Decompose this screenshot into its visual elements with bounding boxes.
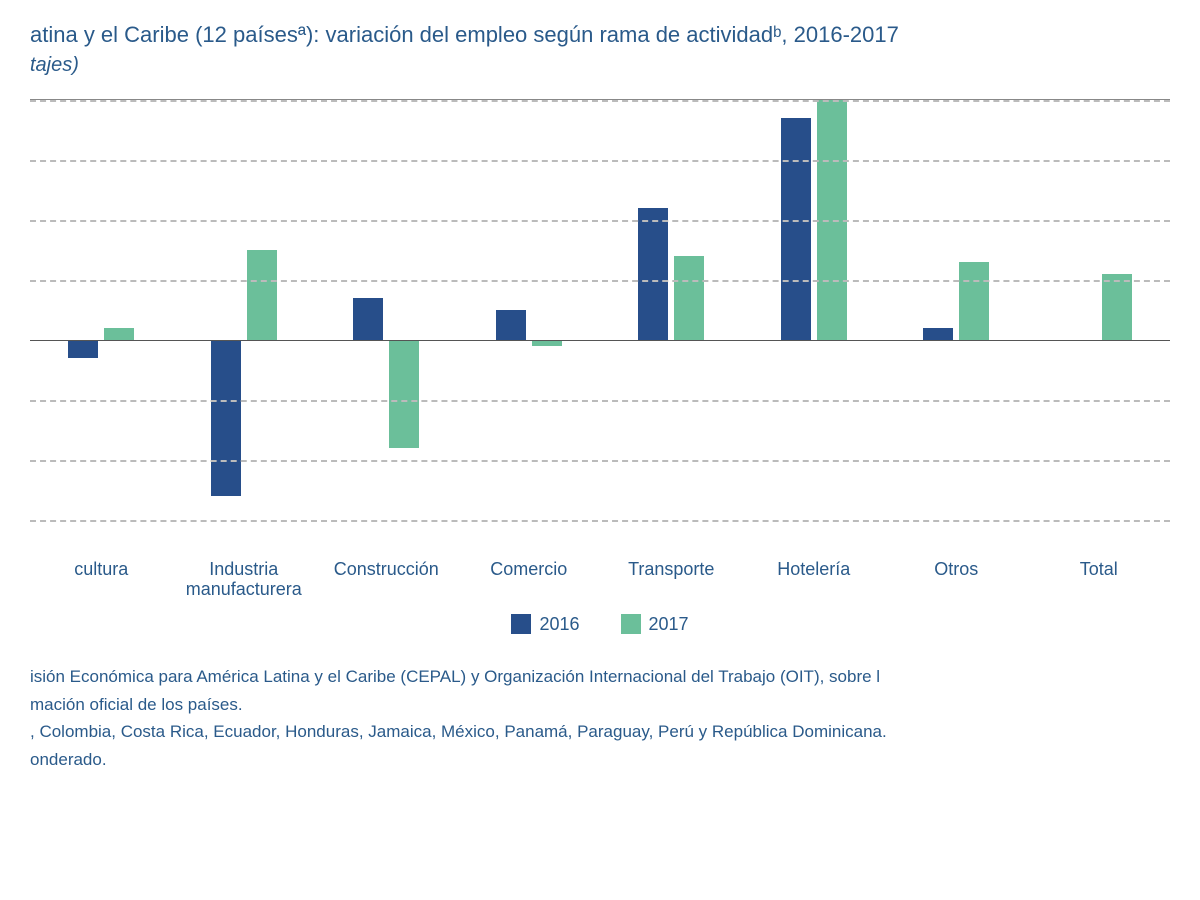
chart-container: culturaIndustria manufactureraConstrucci… <box>30 99 1170 559</box>
legend-label-2017: 2017 <box>649 614 689 635</box>
footnote-line3: , Colombia, Costa Rica, Ecuador, Hondura… <box>30 719 1170 745</box>
footnote-line1: isión Económica para América Latina y el… <box>30 664 1170 690</box>
x-axis-labels: culturaIndustria manufactureraConstrucci… <box>30 559 1170 609</box>
bars-layer <box>30 100 1170 519</box>
x-label-3: Comercio <box>448 559 611 580</box>
gridline <box>30 460 1170 462</box>
bar-2017-1 <box>247 250 277 340</box>
x-label-0: cultura <box>20 559 183 580</box>
x-label-1: Industria manufacturera <box>163 559 326 600</box>
gridline <box>30 220 1170 222</box>
footnote-line4: onderado. <box>30 747 1170 773</box>
x-label-5: Hotelería <box>733 559 896 580</box>
bar-2016-5 <box>781 118 811 340</box>
gridline <box>30 340 1170 341</box>
x-label-4: Transporte <box>590 559 753 580</box>
plot-area <box>30 99 1170 519</box>
bar-2017-0 <box>104 328 134 340</box>
gridline <box>30 520 1170 522</box>
chart-title-line2: tajes) <box>30 51 1170 79</box>
gridline <box>30 400 1170 402</box>
bar-2017-7 <box>1102 274 1132 340</box>
bar-2016-2 <box>353 298 383 340</box>
bar-2016-6 <box>923 328 953 340</box>
bar-2016-4 <box>638 208 668 340</box>
legend-swatch-2016 <box>511 614 531 634</box>
bar-2017-4 <box>674 256 704 340</box>
bar-2016-0 <box>68 340 98 358</box>
bar-2016-1 <box>211 340 241 496</box>
bar-2017-2 <box>389 340 419 448</box>
bar-2017-6 <box>959 262 989 340</box>
legend-item-2016: 2016 <box>511 614 579 635</box>
chart-legend: 2016 2017 <box>30 614 1170 640</box>
chart-footnotes: isión Económica para América Latina y el… <box>30 664 1170 772</box>
chart-title-block: atina y el Caribe (12 paísesª): variació… <box>30 20 1170 79</box>
chart-title-line1: atina y el Caribe (12 paísesª): variació… <box>30 20 1170 51</box>
x-label-2: Construcción <box>305 559 468 580</box>
legend-label-2016: 2016 <box>539 614 579 635</box>
bar-2016-3 <box>496 310 526 340</box>
x-label-7: Total <box>1018 559 1181 580</box>
gridline <box>30 280 1170 282</box>
x-label-6: Otros <box>875 559 1038 580</box>
gridline <box>30 160 1170 162</box>
legend-item-2017: 2017 <box>621 614 689 635</box>
gridline <box>30 100 1170 102</box>
footnote-line2: mación oficial de los países. <box>30 692 1170 718</box>
legend-swatch-2017 <box>621 614 641 634</box>
